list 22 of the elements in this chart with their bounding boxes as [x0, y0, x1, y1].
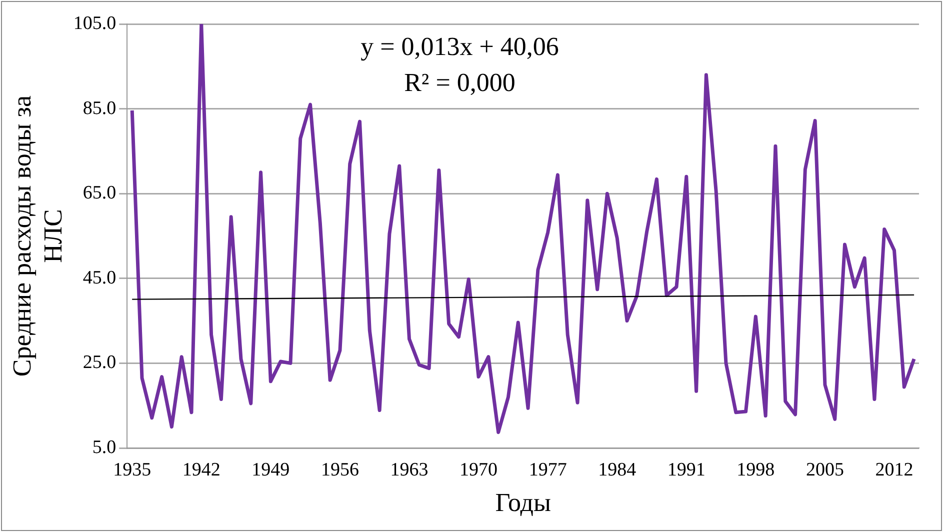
x-tick-label: 1949 [252, 459, 290, 480]
x-tick-label: 1963 [390, 459, 428, 480]
x-tick-label: 2012 [875, 459, 914, 480]
y-axis-title: Средние расходы воды за НЛС [7, 94, 68, 377]
x-tick-label: 1977 [528, 459, 567, 480]
annotation: y = 0,013x + 40,06 [360, 32, 559, 61]
x-tick-label: 1942 [182, 459, 220, 480]
x-tick-label: 1970 [460, 459, 498, 480]
x-tick-label: 1935 [113, 459, 152, 480]
x-axis-title: Годы [495, 488, 551, 518]
x-tick-label: 1998 [736, 459, 775, 480]
y-tick-label: 85.0 [82, 98, 116, 119]
y-tick-label: 105.0 [73, 12, 116, 34]
y-tick-label: 25.0 [82, 352, 116, 374]
y-tick-label: 5.0 [92, 436, 116, 458]
x-tick-label: 1956 [320, 459, 359, 480]
x-tick-label: 2005 [806, 459, 844, 480]
y-tick-label: 45.0 [82, 267, 116, 288]
x-tick-label: 1984 [598, 459, 637, 480]
x-tick-label: 1991 [667, 459, 706, 480]
y-tick-label: 65.0 [82, 182, 116, 204]
annotation: R² = 0,000 [404, 68, 516, 97]
